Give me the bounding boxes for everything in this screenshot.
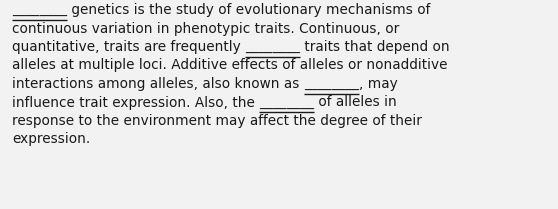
Text: influence trait expression. Also, the: influence trait expression. Also, the bbox=[12, 96, 259, 110]
Text: ________: ________ bbox=[304, 77, 359, 91]
Text: , may: , may bbox=[359, 77, 397, 91]
Text: response to the environment may affect the degree of their: response to the environment may affect t… bbox=[12, 114, 422, 128]
Text: expression.: expression. bbox=[12, 133, 90, 147]
Text: ________: ________ bbox=[245, 40, 300, 54]
Text: quantitative, traits are frequently: quantitative, traits are frequently bbox=[12, 40, 245, 54]
Text: of alleles in: of alleles in bbox=[314, 96, 397, 110]
Text: traits that depend on: traits that depend on bbox=[300, 40, 450, 54]
Text: ________: ________ bbox=[12, 3, 67, 17]
Text: alleles at multiple loci. Additive effects of alleles or nonadditive: alleles at multiple loci. Additive effec… bbox=[12, 59, 448, 73]
Text: continuous variation in phenotypic traits. Continuous, or: continuous variation in phenotypic trait… bbox=[12, 22, 400, 36]
Text: ________: ________ bbox=[259, 96, 314, 110]
Text: interactions among alleles, also known as: interactions among alleles, also known a… bbox=[12, 77, 304, 91]
Text: genetics is the study of evolutionary mechanisms of: genetics is the study of evolutionary me… bbox=[67, 3, 430, 17]
